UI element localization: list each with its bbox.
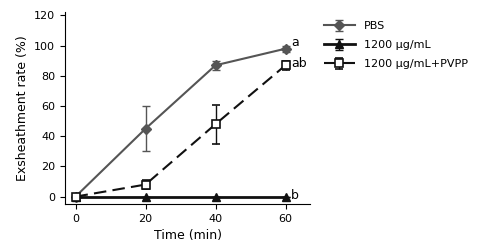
Y-axis label: Exsheathment rate (%): Exsheathment rate (%) bbox=[16, 35, 28, 181]
Text: b: b bbox=[291, 189, 298, 202]
X-axis label: Time (min): Time (min) bbox=[154, 230, 222, 243]
Text: ab: ab bbox=[291, 57, 306, 70]
Legend: PBS, 1200 μg/mL, 1200 μg/mL+PVPP: PBS, 1200 μg/mL, 1200 μg/mL+PVPP bbox=[320, 18, 471, 72]
Text: a: a bbox=[291, 36, 298, 49]
